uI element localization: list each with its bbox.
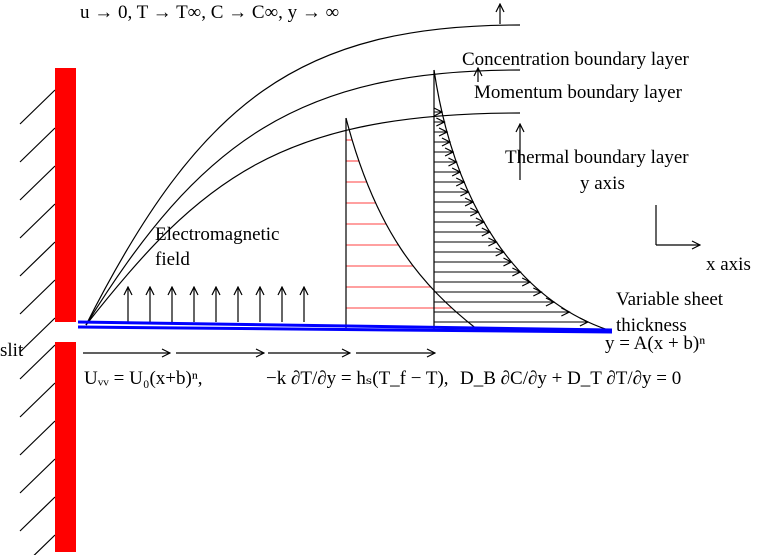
label: field: [155, 249, 190, 270]
wall-upper: [55, 68, 76, 322]
thermal-profile: [345, 117, 479, 331]
label: thickness: [616, 315, 687, 336]
hatch: [19, 89, 56, 125]
label: x axis: [706, 254, 751, 275]
momentum-curve: [85, 69, 521, 326]
thermal-curve: [85, 112, 521, 326]
hatch: [19, 241, 56, 277]
label: y axis: [580, 173, 625, 194]
hatch: [33, 534, 56, 555]
layout: [19, 89, 588, 555]
equation: D_B ∂C/∂y + D_T ∂T/∂y = 0: [460, 368, 681, 389]
hatch: [19, 203, 56, 239]
sheet-bottom: [77, 325, 613, 334]
hatch: [19, 382, 56, 418]
top-condition: u → 0, T → T∞, C → C∞, y → ∞: [80, 2, 339, 23]
velocity-profile: [433, 69, 609, 331]
equation: y = A(x + b)ⁿ: [605, 333, 705, 354]
hatch: [19, 165, 56, 201]
hatch: [19, 279, 56, 315]
label: Variable sheet: [616, 289, 724, 310]
label: Thermal boundary layer: [505, 147, 689, 168]
hatch: [19, 458, 56, 494]
label: Concentration boundary layer: [462, 49, 690, 70]
concentration-curve: [85, 24, 521, 326]
label: slit: [0, 340, 24, 361]
wall-lower: [55, 342, 76, 552]
hatch: [19, 317, 56, 353]
equation: Uᵥᵥ = U₀(x+b)ⁿ,: [84, 368, 203, 389]
label: Electromagnetic: [155, 224, 280, 245]
equation: −k ∂T/∂y = hₛ(T_f − T),: [266, 368, 449, 389]
sheet-top: [77, 320, 613, 332]
hatch: [19, 496, 56, 532]
hatch: [19, 344, 56, 380]
hatch: [19, 127, 56, 163]
hatch: [19, 420, 56, 456]
label: Momentum boundary layer: [474, 82, 683, 103]
